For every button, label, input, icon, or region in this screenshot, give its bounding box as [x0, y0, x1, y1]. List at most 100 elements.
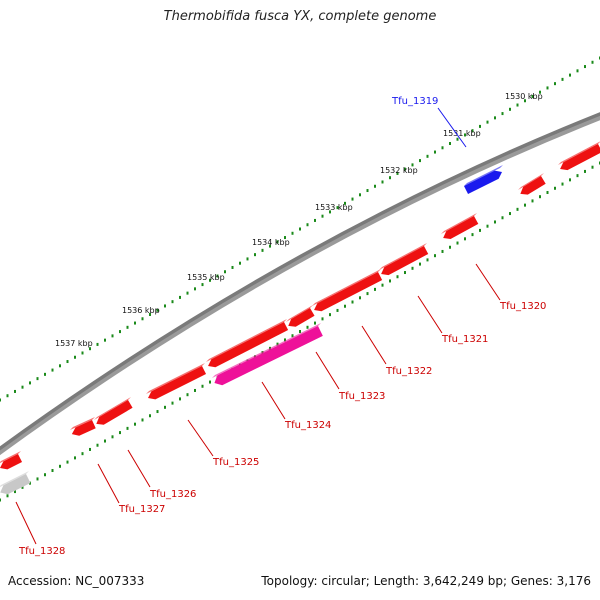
outer-tick-mark	[284, 236, 286, 240]
outer-tick-mark	[111, 334, 114, 338]
gene-callout[interactable]: Tfu_1319	[391, 96, 467, 148]
gene-label[interactable]: Tfu_1328	[18, 546, 65, 557]
inner-tick-mark	[381, 283, 384, 287]
inner-tick-mark	[486, 224, 489, 228]
inner-tick-mark	[171, 401, 174, 405]
outer-tick-mark	[381, 180, 384, 184]
gene-label[interactable]: Tfu_1322	[385, 366, 432, 377]
reverse-gene-arrow[interactable]	[518, 173, 546, 195]
forward-gene-arrow[interactable]	[464, 165, 503, 195]
inner-tick-mark	[201, 384, 204, 388]
inner-tick-mark	[96, 443, 99, 447]
reverse-gene-arrow[interactable]	[206, 319, 289, 368]
inner-tick-mark	[501, 216, 504, 220]
gene-callout[interactable]: Tfu_1326	[127, 449, 196, 500]
gene-label[interactable]: Tfu_1326	[149, 489, 196, 500]
reverse-gene-arrow[interactable]	[70, 417, 96, 436]
outer-tick-mark	[366, 189, 369, 193]
inner-tick-mark	[404, 271, 406, 275]
outer-tick-mark	[141, 317, 144, 321]
outer-tick-mark	[164, 304, 166, 308]
gene-callout[interactable]: Tfu_1327	[97, 463, 165, 515]
inner-tick-mark	[89, 447, 91, 451]
gene-callout[interactable]: Tfu_1324	[261, 381, 331, 431]
outer-tick-mark	[516, 103, 519, 107]
gene-callout[interactable]: Tfu_1320	[475, 263, 546, 312]
outer-tick-mark	[539, 90, 541, 94]
inner-tick-mark	[66, 460, 69, 464]
inner-tick-mark	[516, 207, 519, 211]
kbp-tick-label: 1534 kbp	[252, 238, 290, 247]
inner-tick-mark	[494, 220, 496, 224]
reverse-gene-arrow[interactable]	[286, 305, 315, 327]
inner-tick-mark	[321, 317, 324, 321]
outer-tick-mark	[336, 206, 339, 210]
outer-tick-mark	[224, 270, 226, 274]
reverse-gene-arrow[interactable]	[379, 243, 429, 276]
callout-line	[475, 263, 501, 301]
outer-tick-mark	[471, 129, 474, 133]
outer-tick-mark	[411, 163, 414, 167]
reverse-gene-arrow[interactable]	[94, 397, 133, 425]
outer-tick-mark	[156, 308, 159, 312]
reverse-gene-arrow[interactable]	[0, 451, 23, 470]
gene-callout[interactable]: Tfu_1322	[361, 325, 432, 377]
callout-line	[437, 107, 467, 148]
reverse-gene-arrow[interactable]	[441, 213, 479, 240]
gene-callout[interactable]: Tfu_1328	[15, 501, 65, 557]
inner-tick-mark	[6, 494, 9, 498]
outer-tick-mark	[374, 184, 376, 188]
gene-label[interactable]: Tfu_1319	[391, 96, 438, 107]
outer-tick-mark	[426, 154, 429, 158]
kbp-tick-label: 1532 kbp	[380, 166, 418, 175]
reverse-gene-arrow[interactable]	[312, 269, 383, 312]
outer-tick-mark	[351, 197, 354, 201]
gene-label[interactable]: Tfu_1324	[284, 420, 331, 431]
inner-tick-mark	[576, 174, 579, 178]
gene-label[interactable]: Tfu_1321	[441, 334, 488, 345]
outer-tick-mark	[584, 65, 586, 69]
inner-tick-mark	[456, 241, 459, 245]
inner-tick-mark	[524, 203, 526, 207]
outer-tick-mark	[449, 142, 451, 145]
map-title: Thermobifida fusca YX, complete genome	[163, 9, 437, 24]
inner-tick-mark	[569, 178, 571, 182]
highlighted-gene-arrow[interactable]	[212, 323, 323, 386]
kbp-tick-label: 1535 kbp	[187, 273, 225, 282]
kbp-tick-label: 1531 kbp	[443, 129, 481, 138]
outer-tick-mark	[479, 124, 481, 128]
outer-tick-mark	[261, 248, 264, 252]
gene-label[interactable]: Tfu_1323	[338, 391, 385, 402]
kbp-tick-label: 1530 kbp	[505, 92, 543, 101]
inner-tick-mark	[51, 469, 54, 473]
outer-tick-mark	[201, 283, 204, 287]
outer-tick-mark	[404, 167, 406, 171]
gene-callout[interactable]: Tfu_1325	[187, 419, 259, 468]
inner-tick-mark	[336, 308, 339, 312]
outer-tick-mark	[0, 398, 1, 402]
inner-tick-mark	[104, 439, 106, 443]
reverse-gene-arrow[interactable]	[146, 363, 207, 400]
inner-tick-mark	[389, 279, 391, 283]
inner-tick-mark	[539, 195, 541, 199]
grey-gene-arrow[interactable]	[0, 471, 31, 495]
outer-tick-mark	[561, 77, 564, 81]
callout-line	[315, 351, 340, 390]
outer-tick-mark	[104, 338, 106, 342]
outer-tick-mark	[569, 73, 571, 77]
reverse-gene-arrow[interactable]	[558, 141, 600, 171]
outer-tick-mark	[216, 274, 219, 278]
gene-label[interactable]: Tfu_1320	[499, 301, 546, 312]
gene-callout[interactable]: Tfu_1321	[417, 295, 488, 345]
gene-callout[interactable]: Tfu_1323	[315, 351, 385, 402]
outer-tick-mark	[231, 265, 234, 269]
inner-tick-mark	[434, 254, 436, 258]
outer-tick-mark	[359, 193, 361, 197]
outer-tick-mark	[306, 223, 309, 227]
callout-line	[261, 381, 286, 420]
inner-tick-mark	[471, 233, 474, 237]
gene-label[interactable]: Tfu_1327	[118, 504, 165, 515]
chromosome-backbone-shadow	[0, 113, 600, 456]
gene-label[interactable]: Tfu_1325	[212, 457, 259, 468]
